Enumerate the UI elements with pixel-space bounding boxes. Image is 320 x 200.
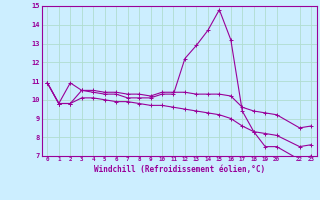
X-axis label: Windchill (Refroidissement éolien,°C): Windchill (Refroidissement éolien,°C) [94, 165, 265, 174]
